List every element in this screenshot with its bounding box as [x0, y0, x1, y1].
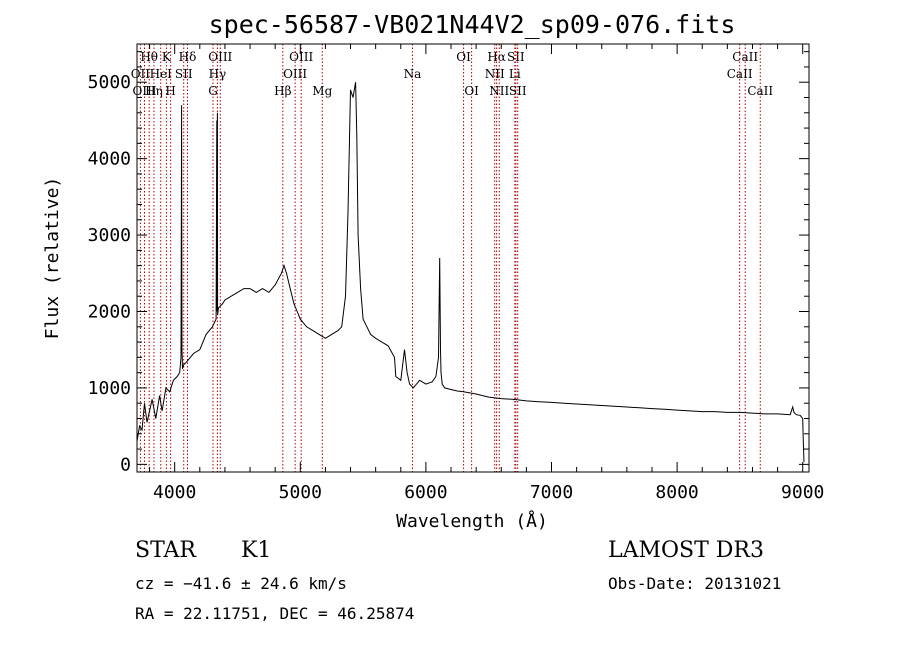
- chart-title: spec-56587-VB021N44V2_sp09-076.fits: [209, 10, 736, 39]
- y-tick-label: 4000: [88, 149, 131, 170]
- x-tick-label: 9000: [781, 482, 824, 503]
- x-tick-label: 6000: [404, 482, 447, 503]
- marker-label: H: [165, 84, 175, 98]
- plot-frame: [136, 43, 810, 473]
- marker-label: Hθ: [140, 50, 158, 64]
- marker-label: OIII: [208, 50, 232, 64]
- marker-label: SII: [509, 84, 527, 98]
- marker-label: NII: [485, 67, 505, 81]
- marker-label: G: [208, 84, 218, 98]
- coordinates: RA = 22.11751, DEC = 46.25874: [135, 604, 415, 623]
- x-axis-label: Wavelength (Å): [396, 510, 548, 532]
- x-tick-label: 4000: [153, 482, 196, 503]
- marker-label: Li: [509, 67, 521, 81]
- marker-label: SII: [507, 50, 525, 64]
- x-tick-label: 5000: [279, 482, 322, 503]
- spectrum-line: [136, 82, 805, 463]
- marker-label: CaII: [732, 50, 758, 64]
- marker-label: SII: [175, 67, 193, 81]
- marker-label: Hη: [145, 84, 163, 98]
- marker-label: Hδ: [179, 50, 197, 64]
- marker-label: Na: [404, 67, 422, 81]
- marker-label: OII: [131, 67, 151, 81]
- y-tick-label: 1000: [88, 378, 131, 399]
- marker-label: OIII: [133, 84, 157, 98]
- marker-label: CaII: [747, 84, 773, 98]
- y-tick-label: 5000: [88, 72, 131, 93]
- x-tick-label: 8000: [655, 482, 698, 503]
- marker-label: CaII: [727, 67, 753, 81]
- marker-label: OI: [456, 50, 471, 64]
- y-tick-label: 0: [120, 454, 131, 475]
- marker-label: OI: [464, 84, 479, 98]
- redshift-velocity: cz = −41.6 ± 24.6 km/s: [135, 574, 347, 593]
- marker-label: OIII: [289, 50, 313, 64]
- object-subclass: K1: [241, 538, 272, 563]
- marker-label: Hγ: [209, 67, 227, 81]
- marker-label: NII: [489, 84, 509, 98]
- y-tick-label: 2000: [88, 302, 131, 323]
- marker-label: HeI: [150, 67, 173, 81]
- axis-ticks: 4000 5000 6000 7000 8000 9000 0 1000 2000 3000 400…: [88, 44, 824, 503]
- survey-name: LAMOST DR3: [608, 538, 764, 563]
- object-class: STAR: [135, 538, 196, 563]
- x-tick-label: 7000: [530, 482, 573, 503]
- observation-date: Obs-Date: 20131021: [608, 574, 782, 593]
- marker-label: K: [162, 50, 172, 64]
- marker-label: Mg: [312, 84, 332, 98]
- y-tick-label: 3000: [88, 225, 131, 246]
- marker-label: OIII: [283, 67, 307, 81]
- marker-label: Hα: [487, 50, 506, 64]
- y-axis-label: Flux (relative): [42, 177, 63, 340]
- marker-label: Hβ: [274, 84, 291, 98]
